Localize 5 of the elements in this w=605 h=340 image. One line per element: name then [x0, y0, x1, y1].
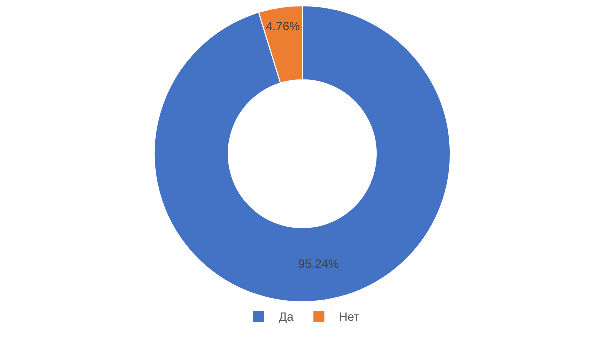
legend-label: Да: [279, 310, 294, 324]
legend-label: Нет: [339, 310, 360, 324]
donut-slice: [154, 6, 451, 302]
data-label: 4.76%: [266, 20, 300, 34]
data-label: 95.24%: [298, 256, 340, 271]
